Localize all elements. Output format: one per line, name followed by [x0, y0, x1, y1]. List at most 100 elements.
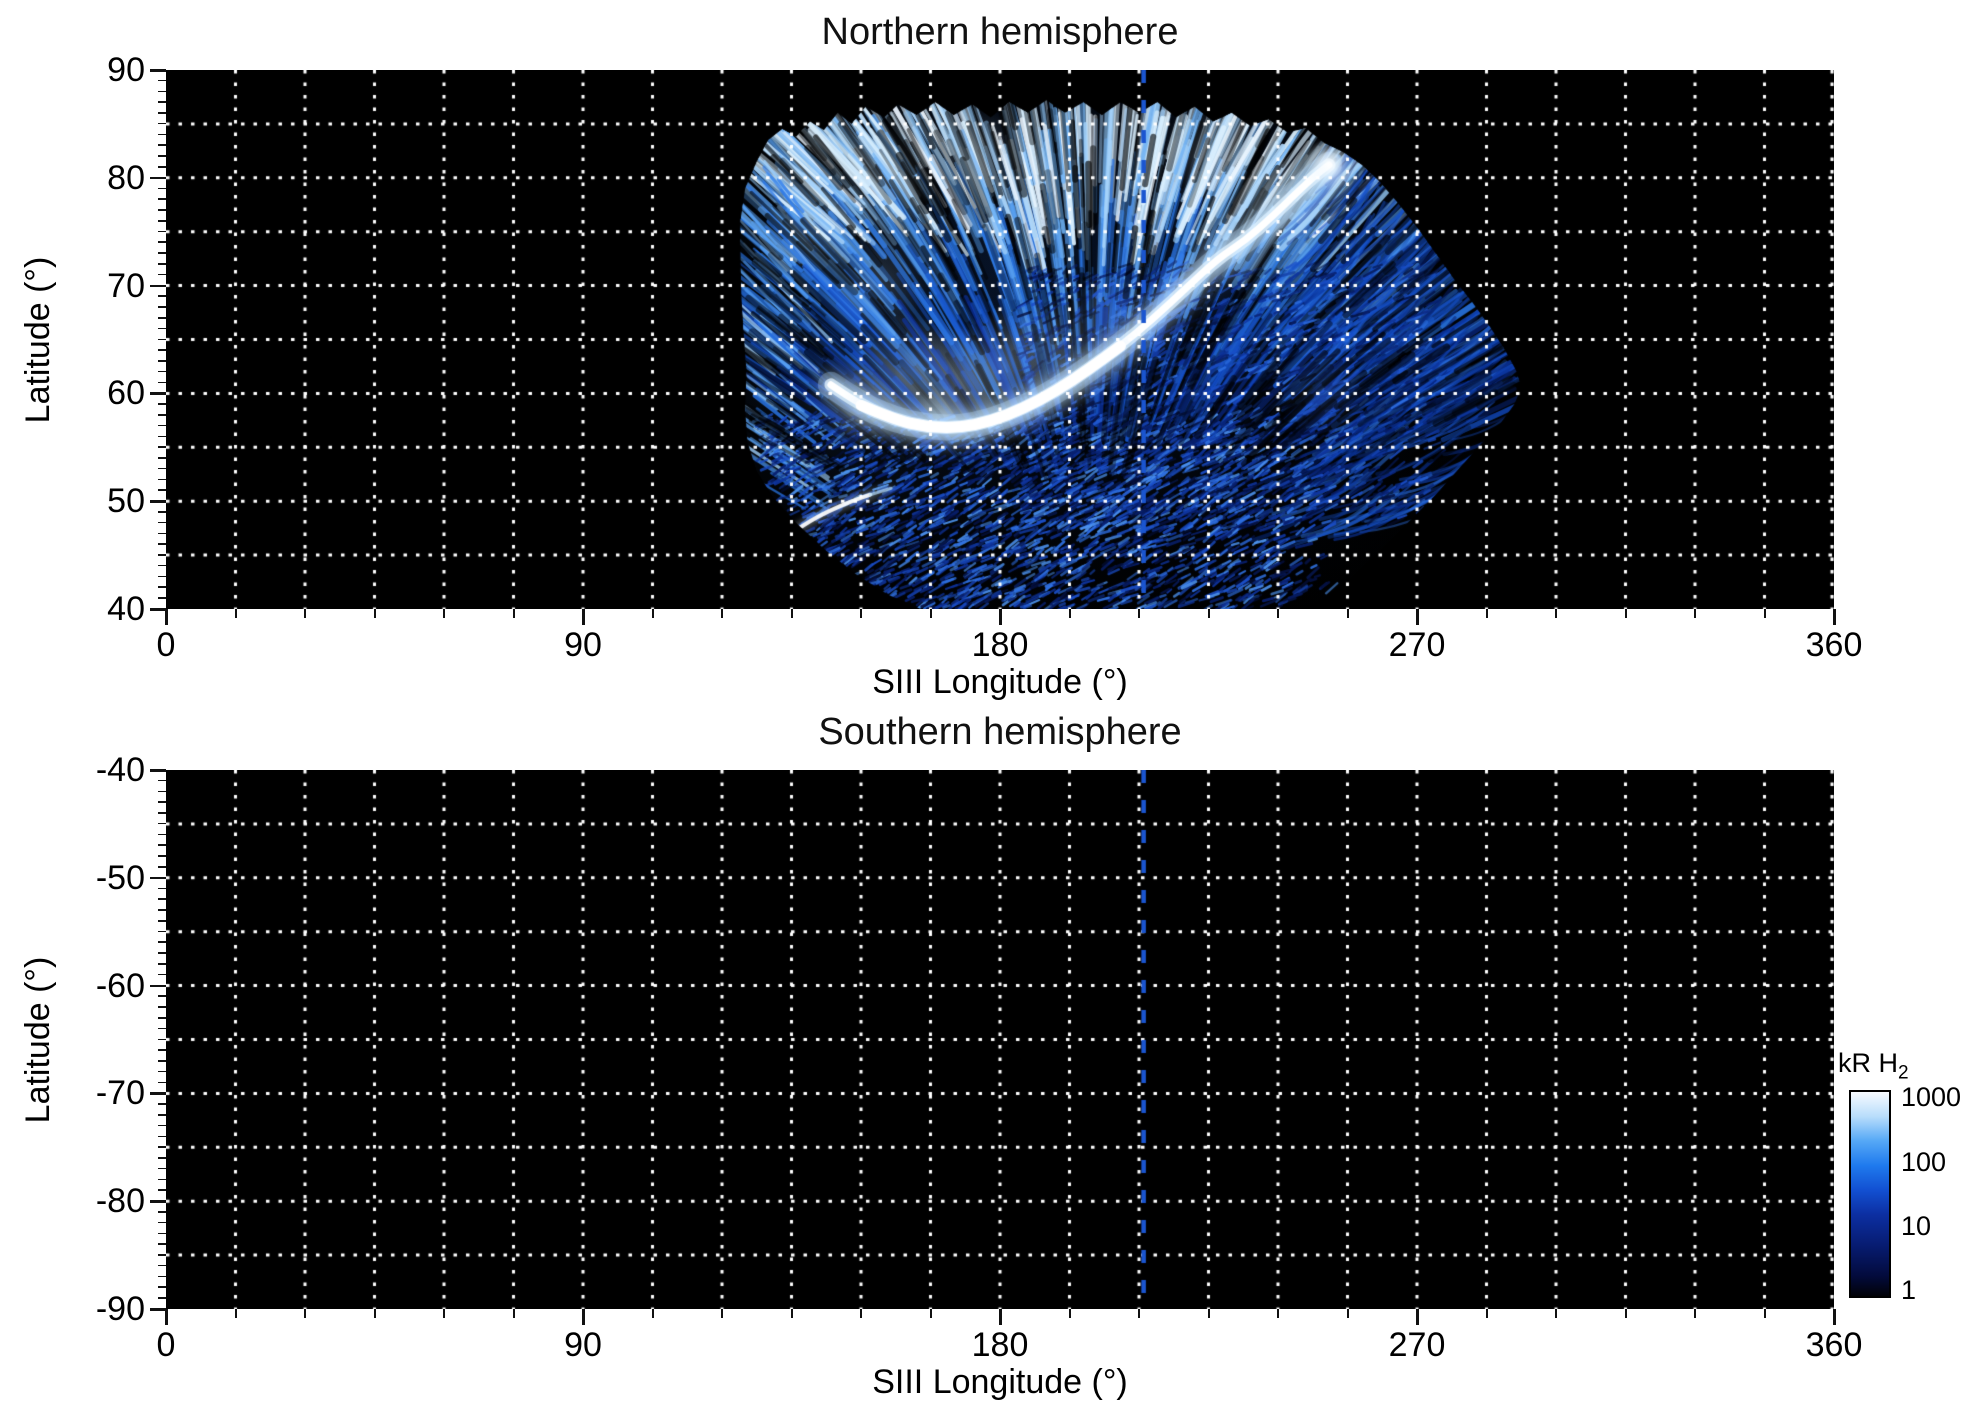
x-tick	[1694, 1309, 1696, 1318]
y-tick	[158, 510, 166, 513]
colorbar-gradient	[1849, 1090, 1891, 1298]
x-tick	[582, 609, 585, 625]
x-tick	[860, 609, 862, 618]
y-tick	[158, 424, 166, 427]
y-tick	[158, 144, 166, 147]
x-tick	[1207, 609, 1210, 618]
y-tick	[158, 1286, 166, 1289]
y-tick	[158, 554, 166, 556]
y-tick	[158, 112, 166, 114]
x-tick	[1833, 609, 1836, 625]
x-tick	[512, 609, 515, 618]
x-tick-label: 360	[1805, 1326, 1863, 1364]
y-tick	[158, 263, 166, 265]
y-tick	[158, 855, 166, 857]
y-tick	[158, 575, 166, 578]
x-tick	[1833, 1309, 1836, 1325]
y-tick	[158, 898, 166, 900]
y-tick	[158, 812, 166, 814]
x-tick	[721, 1309, 723, 1318]
y-tick	[158, 187, 166, 190]
x-tick	[999, 1309, 1002, 1325]
y-tick	[158, 1060, 166, 1062]
y-tick	[158, 306, 166, 308]
y-tick	[158, 1038, 166, 1041]
colorbar-tick-label: 100	[1901, 1146, 1947, 1177]
x-tick	[582, 1309, 585, 1325]
x-tick	[1763, 1309, 1766, 1318]
x-tick	[929, 1309, 932, 1318]
x-tick	[304, 1309, 306, 1318]
y-tick	[158, 1264, 166, 1267]
y-tick	[150, 500, 166, 503]
y-tick	[158, 1297, 166, 1299]
y-tick	[158, 1189, 166, 1191]
y-tick	[158, 1113, 166, 1116]
y-tick	[158, 370, 166, 373]
x-tick-label: 90	[564, 626, 602, 664]
north-panel-title: Northern hemisphere	[821, 11, 1179, 53]
y-tick	[158, 360, 166, 362]
x-tick	[373, 609, 376, 618]
north-x-axis-label: SIII Longitude (°)	[872, 663, 1128, 701]
south-x-axis-label: SIII Longitude (°)	[872, 1363, 1128, 1401]
y-tick	[158, 241, 166, 244]
y-tick	[158, 413, 166, 416]
y-tick	[158, 489, 166, 491]
colorbar-tick-label: 1	[1901, 1274, 1917, 1305]
y-tick	[158, 930, 166, 933]
x-tick	[304, 609, 306, 618]
y-tick	[158, 219, 166, 222]
x-tick	[373, 1309, 376, 1318]
x-tick	[929, 609, 932, 618]
y-tick	[158, 446, 166, 448]
y-tick	[158, 467, 166, 470]
x-tick	[999, 609, 1002, 625]
x-tick	[1138, 609, 1140, 618]
y-tick	[158, 1275, 166, 1278]
y-tick	[158, 209, 166, 211]
y-tick	[158, 338, 166, 341]
x-tick	[234, 609, 237, 618]
y-tick	[150, 284, 166, 288]
y-tick	[158, 564, 166, 567]
y-tick	[158, 779, 166, 782]
y-tick	[150, 608, 166, 611]
y-tick	[158, 198, 166, 200]
y-tick	[150, 1200, 166, 1203]
y-tick	[158, 521, 166, 524]
north-y-axis-label: Latitude (°)	[19, 256, 57, 424]
x-tick	[1555, 1309, 1557, 1318]
x-tick	[512, 1309, 515, 1318]
y-tick	[158, 952, 166, 954]
y-tick	[158, 586, 166, 589]
x-tick	[1694, 609, 1696, 618]
y-tick	[158, 90, 166, 93]
y-tick	[158, 478, 166, 481]
y-tick-label: -90	[95, 1290, 145, 1328]
y-tick	[158, 1070, 166, 1073]
x-tick	[443, 609, 445, 618]
y-tick	[150, 176, 166, 180]
y-tick	[158, 155, 166, 157]
x-tick	[1277, 1309, 1279, 1318]
x-tick	[443, 1309, 445, 1318]
y-tick	[158, 295, 166, 297]
x-tick	[651, 609, 654, 618]
x-tick	[651, 1309, 654, 1318]
y-tick	[158, 844, 166, 847]
colorbar-title: kR H2	[1838, 1048, 1909, 1088]
y-tick	[158, 1178, 166, 1181]
y-tick	[158, 435, 166, 438]
x-tick	[721, 609, 723, 618]
x-tick	[1416, 1309, 1419, 1325]
y-tick	[158, 1157, 166, 1159]
y-tick	[158, 327, 166, 330]
y-tick	[158, 1254, 166, 1256]
y-tick	[158, 381, 166, 384]
y-tick	[158, 963, 166, 965]
y-tick	[150, 1092, 166, 1095]
y-tick	[158, 1016, 166, 1019]
y-tick	[150, 769, 166, 772]
